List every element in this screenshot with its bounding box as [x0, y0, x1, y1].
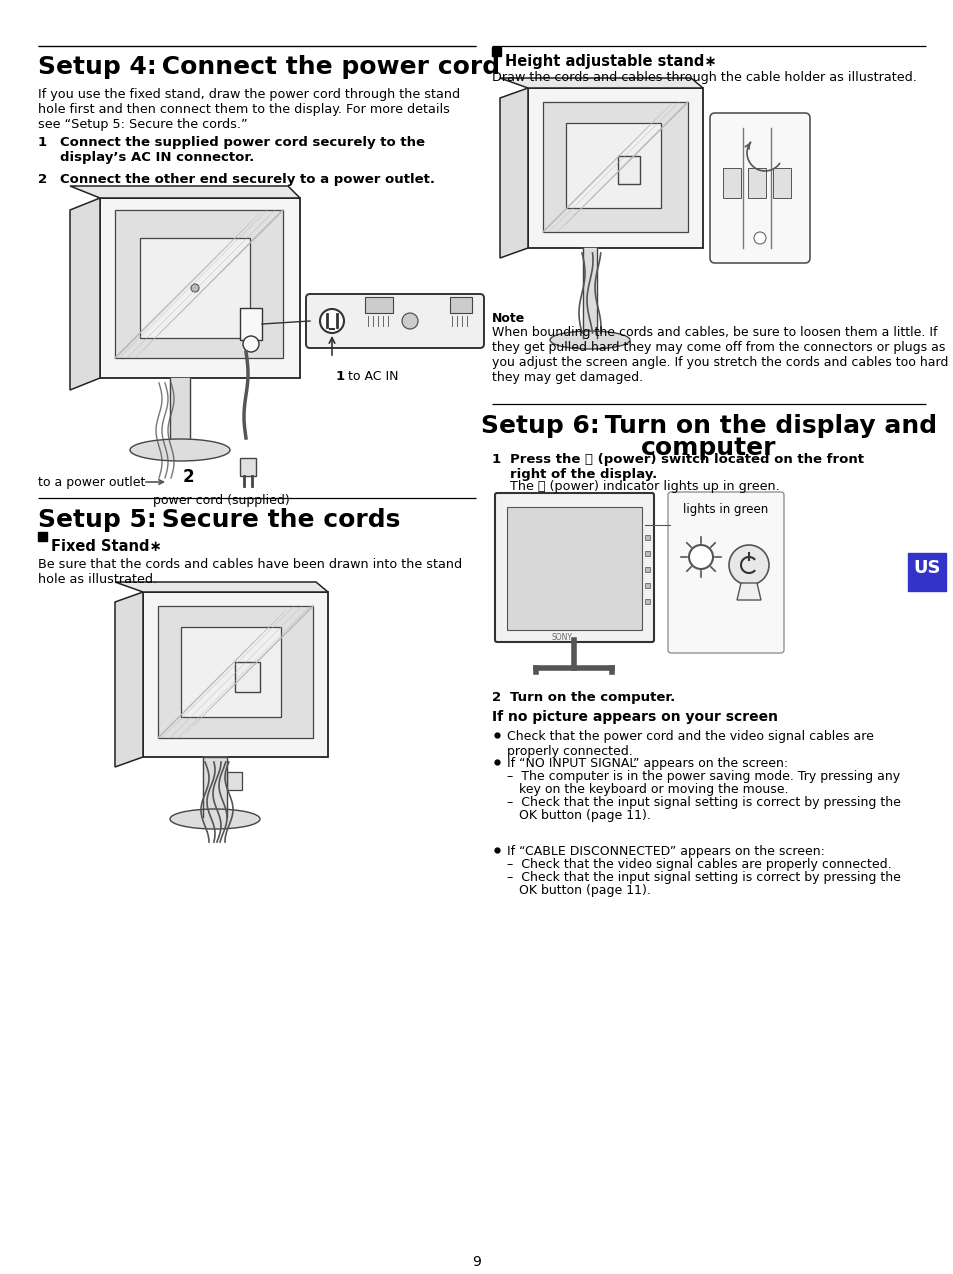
- Polygon shape: [240, 308, 262, 340]
- Text: –  The computer is in the power saving mode. Try pressing any: – The computer is in the power saving mo…: [506, 769, 900, 784]
- Polygon shape: [143, 592, 328, 757]
- Circle shape: [728, 545, 768, 585]
- FancyBboxPatch shape: [306, 294, 483, 348]
- Text: If you use the fixed stand, draw the power cord through the stand
hole first and: If you use the fixed stand, draw the pow…: [38, 88, 459, 131]
- Polygon shape: [115, 210, 283, 358]
- Text: 2: 2: [38, 173, 47, 186]
- Text: Note: Note: [492, 312, 525, 325]
- Text: to AC IN: to AC IN: [348, 369, 398, 383]
- Ellipse shape: [170, 809, 260, 829]
- Text: 1: 1: [335, 369, 345, 383]
- Text: computer: computer: [640, 436, 776, 460]
- Text: Be sure that the cords and cables have been drawn into the stand
hole as illustr: Be sure that the cords and cables have b…: [38, 558, 461, 586]
- Bar: [644, 567, 649, 572]
- Text: 1: 1: [492, 454, 500, 466]
- Text: Press the ⏻ (power) switch located on the front
right of the display.: Press the ⏻ (power) switch located on th…: [510, 454, 863, 482]
- Bar: [907, 553, 945, 591]
- Text: When bounding the cords and cables, be sure to loosen them a little. If
they get: When bounding the cords and cables, be s…: [492, 326, 947, 383]
- Polygon shape: [234, 662, 260, 692]
- Circle shape: [243, 336, 258, 352]
- Text: 2: 2: [492, 691, 500, 705]
- Polygon shape: [70, 186, 299, 197]
- Text: Setup 5: Secure the cords: Setup 5: Secure the cords: [38, 508, 400, 533]
- Text: Turn on the computer.: Turn on the computer.: [510, 691, 675, 705]
- Polygon shape: [240, 457, 255, 476]
- Text: SONY: SONY: [551, 633, 572, 642]
- FancyBboxPatch shape: [667, 492, 783, 654]
- Bar: [772, 168, 790, 197]
- Text: Check that the power cord and the video signal cables are
properly connected.: Check that the power cord and the video …: [506, 730, 873, 758]
- Text: If no picture appears on your screen: If no picture appears on your screen: [492, 710, 778, 724]
- Text: Fixed Stand∗: Fixed Stand∗: [51, 539, 162, 554]
- Text: power cord (supplied): power cord (supplied): [152, 494, 290, 507]
- Text: Height adjustable stand∗: Height adjustable stand∗: [504, 54, 716, 69]
- Text: Draw the cords and cables through the cable holder as illustrated.: Draw the cords and cables through the ca…: [492, 71, 916, 84]
- Text: OK button (page 11).: OK button (page 11).: [506, 809, 650, 822]
- Circle shape: [753, 232, 765, 245]
- Polygon shape: [140, 238, 250, 338]
- Text: to a power outlet: to a power outlet: [38, 476, 145, 489]
- Polygon shape: [542, 102, 687, 232]
- Bar: [38, 533, 47, 541]
- Bar: [506, 507, 641, 631]
- Polygon shape: [527, 88, 702, 248]
- Bar: [492, 47, 500, 56]
- Bar: [747, 168, 765, 197]
- Text: US: US: [912, 559, 940, 577]
- Polygon shape: [100, 197, 299, 378]
- Text: –  Check that the input signal setting is correct by pressing the: – Check that the input signal setting is…: [506, 796, 900, 809]
- Text: –  Check that the video signal cables are properly connected.: – Check that the video signal cables are…: [506, 857, 891, 871]
- Polygon shape: [565, 124, 660, 208]
- Bar: [227, 772, 242, 790]
- Text: If “CABLE DISCONNECTED” appears on the screen:: If “CABLE DISCONNECTED” appears on the s…: [506, 845, 824, 857]
- Text: 2: 2: [183, 468, 194, 485]
- Polygon shape: [737, 583, 760, 600]
- Text: Connect the other end securely to a power outlet.: Connect the other end securely to a powe…: [60, 173, 435, 186]
- Text: 9: 9: [472, 1255, 481, 1269]
- Polygon shape: [158, 606, 313, 738]
- Circle shape: [688, 545, 712, 569]
- Bar: [644, 583, 649, 589]
- Text: key on the keyboard or moving the mouse.: key on the keyboard or moving the mouse.: [506, 784, 788, 796]
- Bar: [644, 550, 649, 555]
- Text: Setup 4: Connect the power cord: Setup 4: Connect the power cord: [38, 55, 499, 79]
- Ellipse shape: [550, 331, 629, 349]
- Circle shape: [319, 310, 344, 333]
- Ellipse shape: [130, 440, 230, 461]
- Polygon shape: [115, 592, 143, 767]
- Polygon shape: [70, 197, 100, 390]
- Bar: [450, 297, 472, 313]
- Circle shape: [401, 313, 417, 329]
- Bar: [644, 599, 649, 604]
- Polygon shape: [181, 627, 281, 717]
- Text: OK button (page 11).: OK button (page 11).: [506, 884, 650, 897]
- Bar: [722, 168, 740, 197]
- Text: Connect the supplied power cord securely to the
display’s AC IN connector.: Connect the supplied power cord securely…: [60, 136, 424, 164]
- Polygon shape: [618, 155, 639, 183]
- Circle shape: [191, 284, 199, 292]
- Text: The ⏻ (power) indicator lights up in green.: The ⏻ (power) indicator lights up in gre…: [510, 480, 779, 493]
- Polygon shape: [499, 88, 527, 259]
- Bar: [365, 297, 393, 313]
- Polygon shape: [499, 78, 702, 88]
- Text: If “NO INPUT SIGNAL” appears on the screen:: If “NO INPUT SIGNAL” appears on the scre…: [506, 757, 787, 769]
- Text: lights in green: lights in green: [682, 503, 768, 516]
- FancyBboxPatch shape: [495, 493, 654, 642]
- Text: 1: 1: [38, 136, 47, 149]
- Text: –  Check that the input signal setting is correct by pressing the: – Check that the input signal setting is…: [506, 871, 900, 884]
- Text: Setup 6: Turn on the display and: Setup 6: Turn on the display and: [480, 414, 936, 438]
- FancyBboxPatch shape: [709, 113, 809, 262]
- Bar: [644, 535, 649, 540]
- Polygon shape: [115, 582, 328, 592]
